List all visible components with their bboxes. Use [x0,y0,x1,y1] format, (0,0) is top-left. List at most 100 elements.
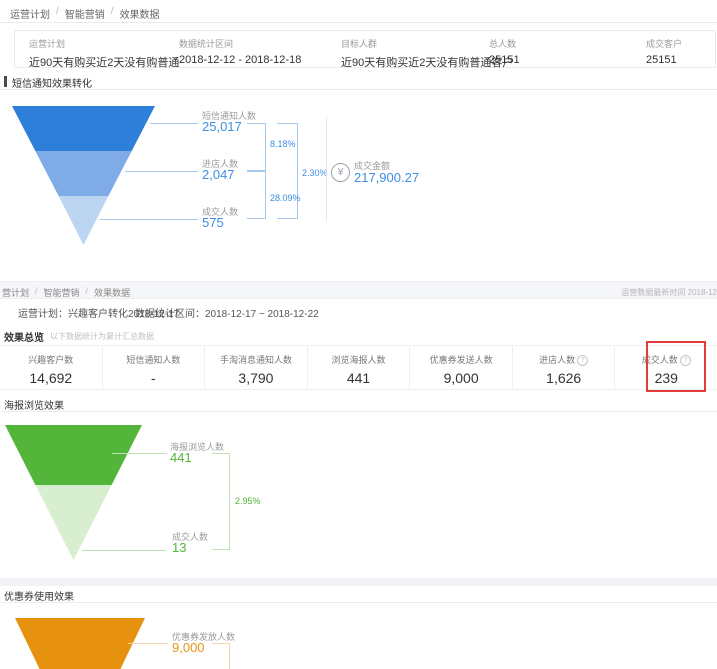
breadcrumb-separator: / [35,286,38,296]
field-label: 运营计划 [29,39,66,49]
overview-note: 以下数据统计为累计汇总数据 [50,332,154,341]
highlight-annotation-box [646,341,706,392]
breadcrumb-separator: / [85,286,89,296]
connector-line [150,123,198,124]
stage-label: 进店人数 [202,159,239,169]
funnel-band-2 [35,151,132,196]
stat-poster-viewers: 浏览海报人数 441 [308,346,411,389]
overview-title: 效果总览 [4,333,44,344]
breadcrumb: 运营计划 / 智能营销 / 效果数据 [10,6,160,21]
field-label: 数据统计区间 [179,39,234,49]
breadcrumb-separator: / [56,6,59,17]
overall-rate: 2.95% [235,496,261,506]
funnel-band-3 [58,196,109,245]
breadcrumb-item-marketing[interactable]: 智能营销 [43,288,80,298]
breadcrumb-item-effect-data[interactable]: 效果数据 [94,288,131,298]
stat-label: 兴趣客户数 [28,355,74,365]
coupon-section-header: 优惠券使用效果 [0,587,717,603]
field-campaign-plan: 运营计划 近90天有购买近2天没有购普通 [29,37,179,70]
connector-line [128,643,168,644]
stage-value: 575 [202,215,224,230]
stat-store-visitors: 进店人数? 1,626 [513,346,616,389]
stat-coupon-sent: 优惠券发送人数 9,000 [410,346,513,389]
field-total-count: 总人数 25151 [489,37,520,66]
step-rate: 28.09% [270,193,301,203]
rate-bracket [247,171,266,219]
stage-value: 25,017 [202,119,242,134]
breadcrumb-item-marketing[interactable]: 智能营销 [64,10,105,21]
stat-label: 浏览海报人数 [331,355,386,365]
rate-bracket-overall [212,453,230,550]
stat-value: 239 [654,370,678,386]
funnel-band-2 [35,485,112,560]
amount-value: 217,900.27 [354,170,420,185]
funnel-band-1 [15,618,145,669]
connector-line [100,219,198,220]
overview-stats-row: 兴趣客户数 14,692 短信通知人数 - 手淘消息通知人数 3,790 浏览海… [0,345,717,390]
connector-line [125,171,198,172]
stat-sms-notified: 短信通知人数 - [103,346,206,389]
coupon-funnel-chart [15,618,145,669]
coupon-section-title: 优惠券使用效果 [4,592,74,603]
poster-section-title: 海报浏览效果 [4,401,64,412]
stat-label: 优惠券发送人数 [429,355,493,365]
rate-bracket-overall [277,123,298,219]
amount-label: 成交金额 [354,161,391,171]
field-date-range: 数据统计区间 2018-12-12 - 2018-12-18 [179,37,301,66]
info-icon[interactable]: ? [577,355,589,366]
yen-icon: ¥ [331,163,350,182]
stage-label: 优惠券发放人数 [172,632,236,642]
field-value: 25151 [646,54,677,66]
stage-value: 13 [172,540,187,555]
sms-section-title: 短信通知效果转化 [12,79,92,90]
date-range-text: 数据统计区间：2018-12-17 ~ 2018-12-22 [135,309,319,320]
connector-line [82,550,166,551]
stage-label: 海报浏览人数 [170,442,225,452]
breadcrumb-item-effect-data[interactable]: 效果数据 [119,10,160,21]
rate-bracket [247,123,266,171]
field-label: 成交客户 [646,39,683,49]
breadcrumb: 营计划 / 智能营销 / 效果数据 [2,286,130,299]
field-label: 目标人群 [341,39,378,49]
stage-value: 9,000 [172,640,205,655]
title-accent-bar [4,76,7,87]
stat-value: 14,692 [29,370,73,386]
poster-funnel-chart [5,425,142,560]
field-value: 近90天有购买近2天没有购普通 [29,57,180,69]
sms-funnel-chart [12,106,155,245]
field-value: 近90天有购买近2天没有购普通客户 [341,57,514,69]
field-value: 25151 [489,54,520,66]
section-gap [0,578,717,586]
breadcrumb-item-plan[interactable]: 运营计划 [10,10,50,21]
stat-label: 手淘消息通知人数 [219,355,292,365]
info-icon[interactable]: ? [679,355,691,366]
divider [0,22,717,23]
stage-label: 成交人数 [202,207,239,217]
stat-value: - [151,370,156,386]
stat-label: 进店人数? [513,353,615,366]
vertical-divider [326,117,327,221]
stat-taobao-msg-notified: 手淘消息通知人数 3,790 [205,346,308,389]
report2-breadcrumb-bar: 营计划 / 智能营销 / 效果数据 运营数据最新时间 2018-12 [0,281,717,299]
funnel-band-1 [12,106,155,151]
stat-value: 1,626 [546,370,582,386]
stat-interest-customers: 兴趣客户数 14,692 [0,346,103,389]
stat-label: 短信通知人数 [126,355,181,365]
step-rate: 8.18% [270,139,296,149]
breadcrumb-item-plan[interactable]: 营计划 [2,288,30,298]
stat-value: 3,790 [238,370,274,386]
funnel-band-1 [5,425,142,485]
overall-rate: 2.30% [302,168,328,178]
field-label: 总人数 [489,39,517,49]
rate-bracket-overall [212,643,230,669]
stage-value: 441 [170,450,192,465]
stage-value: 2,047 [202,167,235,182]
stat-value: 9,000 [443,370,479,386]
plan-name-text: 运营计划：兴趣客户转化2018-12-17 [18,309,180,320]
campaign-info-bar: 运营计划 近90天有购买近2天没有购普通 数据统计区间 2018-12-12 -… [14,30,716,70]
stat-value: 441 [346,370,371,386]
field-value: 2018-12-12 - 2018-12-18 [179,54,302,66]
field-target-audience: 目标人群 近90天有购买近2天没有购普通客户 [341,37,513,70]
stage-label: 短信通知人数 [202,111,257,121]
